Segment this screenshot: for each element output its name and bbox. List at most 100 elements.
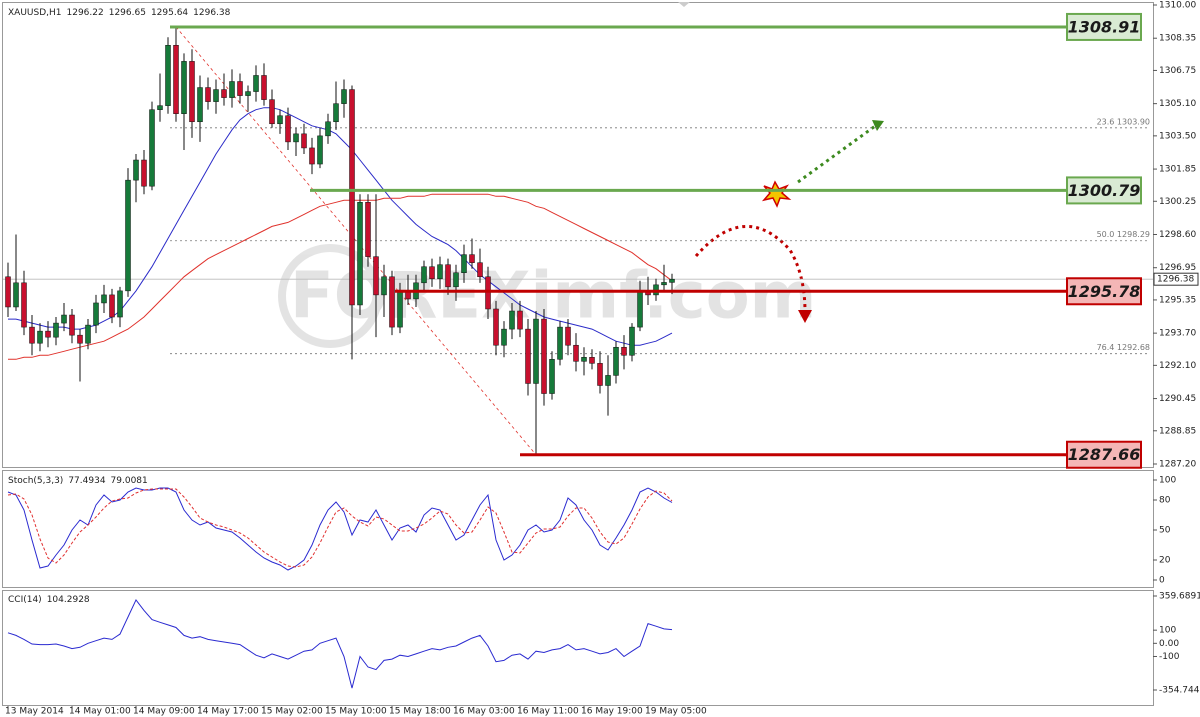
candle-body: [85, 324, 91, 344]
scroll-marker: [678, 2, 690, 7]
stoch-title: Stoch(5,3,3): [8, 476, 63, 486]
candle-body: [661, 282, 667, 286]
y-tick-label: 1296.95: [1159, 263, 1196, 273]
y-tick-label: 1310.00: [1159, 1, 1196, 11]
cci-panel: [2, 590, 1154, 706]
candle-body: [165, 45, 171, 106]
candle-body: [309, 147, 315, 165]
candle-body: [477, 262, 483, 278]
candle-body: [501, 328, 507, 346]
x-tick-label: 14 May 09:00: [133, 707, 195, 717]
level-box: [1066, 12, 1142, 41]
high-value: 1296.65: [109, 8, 146, 18]
current-price-label: 1296.38: [1157, 275, 1194, 285]
candle-body: [125, 179, 131, 292]
candle-body: [629, 326, 635, 356]
candle-body: [53, 322, 59, 338]
level-box: [1066, 176, 1142, 205]
candle-body: [189, 61, 195, 123]
candle-body: [29, 326, 35, 344]
indicator-line: [7, 488, 673, 568]
candle-body: [213, 89, 219, 102]
candle-body: [333, 103, 339, 123]
indicator-line: [7, 487, 673, 571]
y-tick-label: 1306.75: [1159, 66, 1196, 76]
candle-body: [557, 326, 563, 360]
candle-body: [565, 326, 571, 346]
y-tick-label: 1288.85: [1159, 426, 1196, 436]
y-tick-label: 50: [1159, 526, 1171, 536]
candle-body: [325, 121, 331, 137]
up-arrow-head: [872, 120, 884, 131]
candle-body: [101, 294, 107, 304]
candle-body: [285, 115, 291, 143]
y-tick-label: 1298.60: [1159, 230, 1196, 240]
candle-body: [69, 314, 75, 336]
y-tick-label: 0.00: [1159, 639, 1179, 649]
candle-body: [621, 346, 627, 356]
candle-body: [365, 202, 371, 257]
candle-body: [429, 266, 435, 280]
candle-body: [573, 344, 579, 362]
candle-body: [229, 81, 235, 98]
candle-body: [181, 61, 187, 114]
candle-body: [509, 310, 515, 330]
y-tick-label: 1290.45: [1159, 394, 1196, 404]
y-tick-label: 100: [1159, 626, 1176, 636]
candle-body: [525, 328, 531, 384]
breakout-star: [761, 180, 792, 208]
x-tick-label: 15 May 02:00: [261, 707, 323, 717]
y-tick-label: 1287.20: [1159, 460, 1196, 470]
y-tick-label: 1295.35: [1159, 295, 1196, 305]
candle-body: [605, 375, 611, 386]
level-label: 1308.91: [1068, 17, 1141, 36]
candle-body: [277, 115, 283, 125]
y-tick-label: 1292.10: [1159, 361, 1196, 371]
candle-body: [469, 254, 475, 263]
x-tick-label: 16 May 19:00: [581, 707, 643, 717]
y-tick-label: 1300.25: [1159, 197, 1196, 207]
candle-body: [485, 276, 491, 310]
candle-body: [261, 75, 267, 100]
candle-body: [341, 89, 347, 104]
y-tick-label: 1308.35: [1159, 34, 1196, 44]
candle-body: [581, 357, 587, 362]
candle-body: [269, 99, 275, 125]
y-tick-label: 1303.50: [1159, 131, 1196, 141]
x-tick-label: 19 May 05:00: [645, 707, 707, 717]
y-tick-label: -354.744: [1159, 686, 1200, 696]
candle-body: [317, 135, 323, 165]
stoch-k: 77.4934: [68, 476, 105, 486]
x-tick-label: 16 May 03:00: [453, 707, 515, 717]
y-tick-label: 80: [1159, 496, 1171, 506]
x-tick-label: 14 May 17:00: [197, 707, 259, 717]
y-tick-label: 1293.70: [1159, 329, 1196, 339]
down-arrow-head: [798, 310, 812, 323]
candle-body: [301, 133, 307, 149]
moving-average: [8, 193, 673, 360]
level-label: 1287.66: [1068, 445, 1141, 464]
down-arrow: [694, 225, 807, 313]
candle-body: [293, 133, 299, 143]
candle-body: [381, 276, 387, 296]
candle-body: [389, 276, 395, 328]
candle-body: [493, 308, 499, 346]
candle-body: [237, 81, 243, 96]
candle-body: [13, 282, 19, 308]
watermark-logo: [278, 244, 382, 348]
symbol: XAUUSD,H1: [8, 8, 62, 18]
candle-body: [517, 310, 523, 330]
candle-body: [61, 314, 67, 324]
candle-body: [93, 302, 99, 326]
y-tick-label: 359.6891: [1159, 592, 1200, 602]
current-price-box: [1153, 272, 1199, 286]
candle-body: [109, 294, 115, 318]
stoch-panel: [2, 470, 1154, 588]
cci-title: CCI(14): [8, 595, 42, 605]
y-tick-label: 1305.10: [1159, 99, 1196, 109]
y-tick-label: 20: [1159, 556, 1171, 566]
level-label: 1295.78: [1068, 282, 1141, 301]
candle-body: [549, 359, 555, 394]
candle-body: [421, 266, 427, 284]
